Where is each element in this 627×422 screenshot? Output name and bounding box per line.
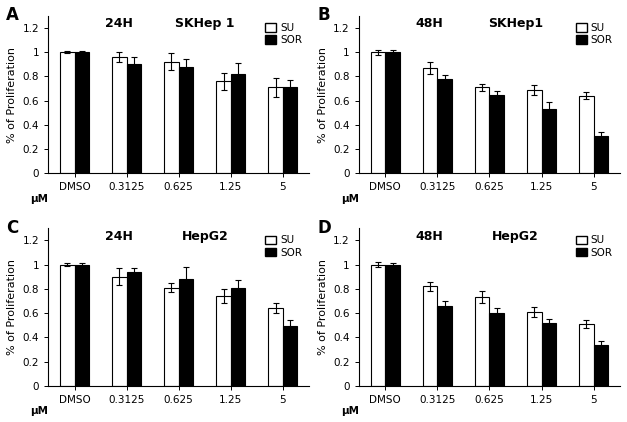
- Bar: [127, 64, 141, 173]
- Bar: [490, 95, 504, 173]
- Text: 24H: 24H: [105, 17, 132, 30]
- Bar: [490, 313, 504, 386]
- Legend: SU, SOR: SU, SOR: [263, 21, 304, 47]
- Bar: [386, 52, 400, 173]
- Text: HepG2: HepG2: [492, 230, 539, 243]
- Bar: [179, 279, 193, 386]
- Bar: [268, 308, 283, 386]
- Text: SKHep 1: SKHep 1: [175, 17, 234, 30]
- Bar: [164, 62, 179, 173]
- Text: μM: μM: [31, 194, 48, 204]
- Bar: [594, 345, 608, 386]
- Bar: [283, 327, 297, 386]
- Text: 48H: 48H: [416, 230, 443, 243]
- Bar: [542, 109, 556, 173]
- Text: SKHep1: SKHep1: [488, 17, 543, 30]
- Bar: [386, 265, 400, 386]
- Bar: [164, 288, 179, 386]
- Bar: [231, 74, 245, 173]
- Bar: [112, 277, 127, 386]
- Bar: [112, 57, 127, 173]
- Bar: [371, 265, 386, 386]
- Bar: [268, 87, 283, 173]
- Bar: [475, 87, 490, 173]
- Bar: [231, 288, 245, 386]
- Bar: [371, 52, 386, 173]
- Bar: [475, 298, 490, 386]
- Legend: SU, SOR: SU, SOR: [574, 233, 615, 260]
- Bar: [60, 52, 75, 173]
- Bar: [60, 265, 75, 386]
- Bar: [542, 323, 556, 386]
- Bar: [216, 81, 231, 173]
- Text: μM: μM: [341, 406, 359, 417]
- Text: 24H: 24H: [105, 230, 132, 243]
- Text: B: B: [317, 6, 330, 24]
- Text: C: C: [6, 219, 19, 237]
- Text: A: A: [6, 6, 19, 24]
- Bar: [527, 312, 542, 386]
- Bar: [127, 272, 141, 386]
- Text: μM: μM: [341, 194, 359, 204]
- Bar: [579, 96, 594, 173]
- Bar: [594, 136, 608, 173]
- Bar: [438, 306, 452, 386]
- Bar: [527, 90, 542, 173]
- Bar: [579, 324, 594, 386]
- Text: HepG2: HepG2: [181, 230, 228, 243]
- Bar: [179, 67, 193, 173]
- Bar: [423, 68, 438, 173]
- Legend: SU, SOR: SU, SOR: [574, 21, 615, 47]
- Bar: [75, 265, 89, 386]
- Text: D: D: [317, 219, 331, 237]
- Legend: SU, SOR: SU, SOR: [263, 233, 304, 260]
- Bar: [283, 87, 297, 173]
- Bar: [216, 296, 231, 386]
- Bar: [75, 52, 89, 173]
- Y-axis label: % of Proliferation: % of Proliferation: [318, 47, 328, 143]
- Y-axis label: % of Proliferation: % of Proliferation: [7, 47, 17, 143]
- Y-axis label: % of Proliferation: % of Proliferation: [7, 259, 17, 355]
- Text: μM: μM: [31, 406, 48, 417]
- Bar: [423, 287, 438, 386]
- Bar: [438, 79, 452, 173]
- Text: 48H: 48H: [416, 17, 443, 30]
- Y-axis label: % of Proliferation: % of Proliferation: [318, 259, 328, 355]
